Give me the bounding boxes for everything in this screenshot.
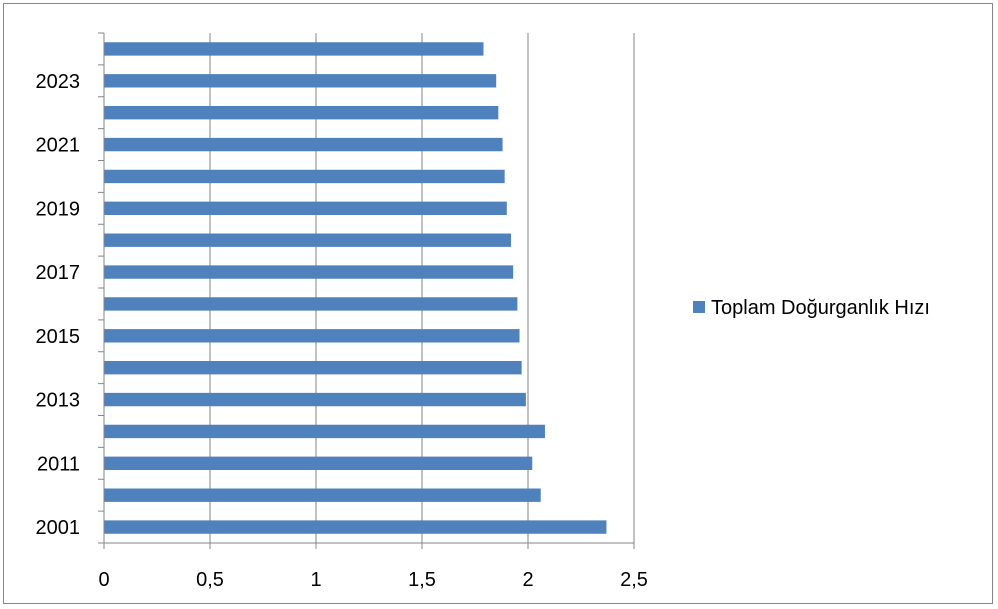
bar xyxy=(104,74,497,88)
bar xyxy=(104,360,522,375)
x-tick-label: 0,5 xyxy=(196,569,224,591)
x-tick-label: 2 xyxy=(522,569,533,591)
x-tick-label: 1 xyxy=(310,569,321,591)
y-tick-label: 2011 xyxy=(37,453,80,475)
y-tick-label: 2001 xyxy=(36,517,81,539)
x-tick-label: 1,5 xyxy=(408,569,436,591)
x-tick-labels: 0 0,5 1 1,5 2 2,5 xyxy=(98,569,647,591)
bar xyxy=(104,520,607,534)
bar xyxy=(104,42,484,56)
y-tick-label: 2013 xyxy=(36,390,81,412)
bar xyxy=(104,105,499,120)
bar xyxy=(104,488,541,502)
bar xyxy=(104,265,514,279)
bar xyxy=(104,201,507,216)
x-tick-label: 0 xyxy=(98,569,109,591)
bar xyxy=(104,392,526,407)
legend: Toplam Doğurganlık Hızı xyxy=(693,297,930,319)
bar xyxy=(104,456,533,471)
y-tick-label: 2015 xyxy=(36,326,81,348)
y-tick-label: 2019 xyxy=(36,198,81,220)
bar xyxy=(104,297,518,311)
legend-label: Toplam Doğurganlık Hızı xyxy=(711,297,930,319)
bar xyxy=(104,329,520,343)
bar xyxy=(104,169,505,184)
bar xyxy=(104,233,512,247)
bar xyxy=(104,424,545,439)
y-tick-labels: 2001 2011 2013 2015 2017 2019 2021 2023 xyxy=(36,71,81,539)
bars xyxy=(104,42,607,534)
legend-swatch xyxy=(693,301,705,313)
y-tick-label: 2021 xyxy=(36,135,81,157)
bar xyxy=(104,137,503,152)
axes xyxy=(98,32,635,549)
y-tick-label: 2017 xyxy=(36,262,81,284)
x-tick-label: 2,5 xyxy=(620,569,648,591)
y-tick-label: 2023 xyxy=(36,71,81,93)
